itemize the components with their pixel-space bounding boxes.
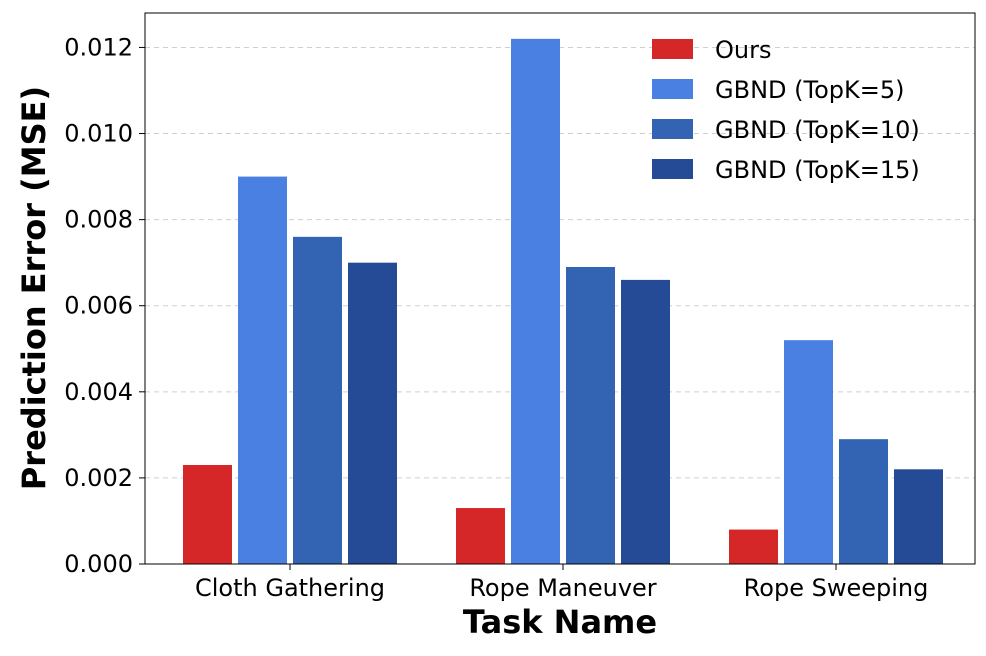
legend-label: Ours bbox=[715, 36, 771, 64]
legend-swatch bbox=[652, 79, 693, 99]
bar-gbnd-topk-10-rope-maneuver bbox=[566, 266, 615, 564]
bars bbox=[183, 38, 943, 564]
legend-swatch bbox=[652, 119, 693, 139]
y-tick-label: 0.010 bbox=[64, 120, 133, 148]
legend-label: GBND (TopK=10) bbox=[715, 116, 920, 144]
x-tick-label: Cloth Gathering bbox=[195, 574, 385, 602]
y-axis-ticks: 0.000 0.002 0.004 0.006 0.008 0.010 0.012 bbox=[64, 33, 145, 578]
y-tick-label: 0.002 bbox=[64, 464, 133, 492]
bar-gbnd-topk-15-rope-sweeping bbox=[894, 469, 943, 564]
bar-ours-rope-sweeping bbox=[729, 529, 778, 564]
y-axis-title: Prediction Error (MSE) bbox=[15, 86, 53, 490]
bar-gbnd-topk-15-cloth-gathering bbox=[348, 262, 397, 564]
y-tick-label: 0.012 bbox=[64, 33, 133, 61]
legend: Ours GBND (TopK=5) GBND (TopK=10) GBND (Top… bbox=[652, 36, 920, 184]
y-tick-label: 0.004 bbox=[64, 378, 133, 406]
bar-ours-cloth-gathering bbox=[183, 464, 232, 564]
bar-gbnd-topk-5-cloth-gathering bbox=[238, 176, 287, 564]
x-tick-label: Rope Sweeping bbox=[744, 574, 929, 602]
legend-swatch bbox=[652, 159, 693, 179]
x-axis-title: Task Name bbox=[463, 603, 657, 641]
bar-ours-rope-maneuver bbox=[456, 508, 505, 564]
y-tick-label: 0.008 bbox=[64, 206, 133, 234]
legend-label: GBND (TopK=15) bbox=[715, 156, 920, 184]
y-tick-label: 0.006 bbox=[64, 292, 133, 320]
bar-gbnd-topk-5-rope-sweeping bbox=[784, 340, 833, 564]
plot-frame bbox=[144, 12, 976, 565]
x-tick-label: Rope Maneuver bbox=[469, 574, 656, 602]
bar-gbnd-topk-15-rope-maneuver bbox=[621, 279, 670, 564]
bar-gbnd-topk-5-rope-maneuver bbox=[511, 38, 560, 564]
x-axis-ticks: Cloth Gathering Rope Maneuver Rope Sweepin… bbox=[195, 564, 928, 602]
legend-swatch bbox=[652, 39, 693, 59]
y-tick-label: 0.000 bbox=[64, 550, 133, 578]
bar-gbnd-topk-10-cloth-gathering bbox=[293, 236, 342, 564]
bar-gbnd-topk-10-rope-sweeping bbox=[839, 439, 888, 564]
legend-label: GBND (TopK=5) bbox=[715, 76, 904, 104]
